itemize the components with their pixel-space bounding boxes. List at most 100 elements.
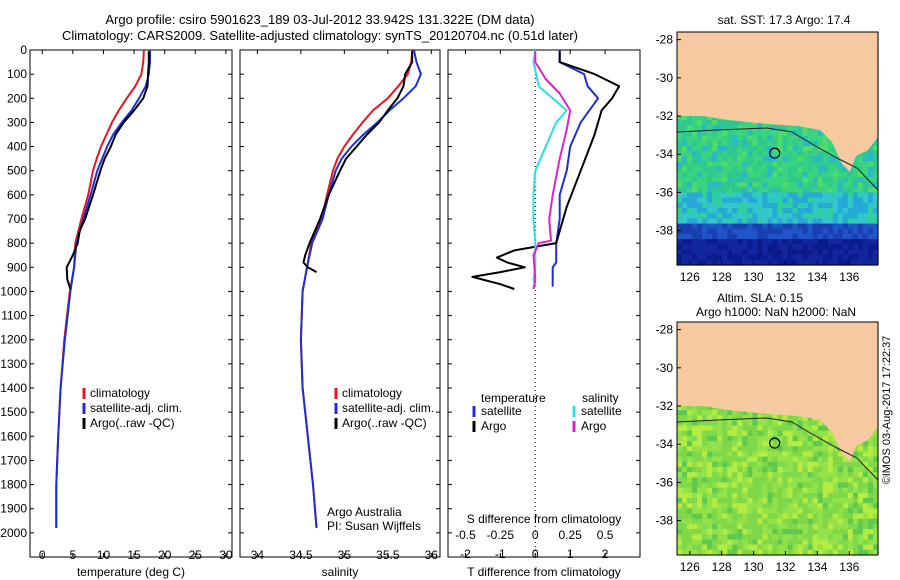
argo-position-marker bbox=[769, 147, 781, 159]
series-line-satellite bbox=[551, 50, 600, 287]
legend-label: satellite-adj. clim. bbox=[90, 401, 182, 415]
map-y-tick-label: -32 bbox=[656, 109, 674, 123]
map-x-tick-label: 130 bbox=[744, 270, 764, 284]
x-tick-label: 20 bbox=[158, 548, 172, 562]
x-tick-label: 35.5 bbox=[376, 548, 400, 562]
map-y-tick-label: -34 bbox=[656, 147, 674, 161]
map-title: Altim. SLA: 0.15 bbox=[717, 291, 803, 305]
map-y-tick-label: -32 bbox=[656, 399, 674, 413]
plot-frame-3 bbox=[447, 49, 641, 558]
map-x-tick-label: 132 bbox=[775, 270, 795, 284]
series-line-satellite bbox=[532, 49, 568, 287]
y-tick-label: 1200 bbox=[0, 333, 27, 347]
map-y-tick-label: -36 bbox=[656, 475, 674, 489]
x-tick-label: 25 bbox=[189, 548, 203, 562]
map-x-tick-label: 134 bbox=[807, 560, 827, 574]
plot-frame-2 bbox=[239, 49, 441, 558]
legend-label: Argo(..raw -QC) bbox=[342, 416, 427, 430]
map-x-tick-label: 128 bbox=[712, 270, 732, 284]
map-y-tick-label: -28 bbox=[656, 33, 674, 47]
map-subtitle: Argo h1000: NaN h2000: NaN bbox=[696, 305, 856, 319]
land-mass bbox=[677, 32, 878, 172]
x-tick-label: 34.5 bbox=[289, 548, 313, 562]
annotation-line: Argo Australia bbox=[327, 505, 402, 519]
x-axis-label: T difference from climatology bbox=[467, 565, 621, 579]
y-tick-label: 1700 bbox=[0, 453, 27, 467]
series-line-argo-raw-qc bbox=[65, 51, 150, 290]
y-tick-label: 1400 bbox=[0, 381, 27, 395]
x-tick-label-salinity: 0.25 bbox=[559, 528, 583, 542]
x-tick-label: 10 bbox=[97, 548, 111, 562]
y-tick-label: 1300 bbox=[0, 357, 27, 371]
x-tick-label: 1 bbox=[567, 547, 574, 561]
x-tick-label: -1 bbox=[495, 547, 506, 561]
legend-header: salinity bbox=[582, 391, 619, 405]
series-line-argo bbox=[532, 51, 572, 290]
legend-label: Argo(..raw -QC) bbox=[90, 416, 175, 430]
x-tick-label-salinity: -0.5 bbox=[455, 528, 476, 542]
x-tick-label: 5 bbox=[70, 548, 77, 562]
map-x-tick-label: 126 bbox=[680, 560, 700, 574]
land-mass bbox=[677, 322, 878, 462]
x-tick-label: -2 bbox=[460, 547, 471, 561]
x-tick-label: 35 bbox=[338, 548, 352, 562]
legend-label: climatology bbox=[90, 386, 150, 400]
x-tick-label: 30 bbox=[219, 548, 233, 562]
map-y-tick-label: -30 bbox=[656, 361, 674, 375]
salinity-axis-label: S difference from climatology bbox=[467, 512, 622, 526]
series-line-climatology bbox=[299, 49, 414, 529]
map-y-tick-label: -36 bbox=[656, 185, 674, 199]
legend-label: Argo bbox=[481, 419, 507, 433]
y-tick-label: 1100 bbox=[1, 309, 27, 323]
y-tick-label: 900 bbox=[7, 260, 27, 274]
legend-label: satellite bbox=[481, 404, 522, 418]
y-tick-label: 400 bbox=[7, 140, 27, 154]
map-x-tick-label: 136 bbox=[839, 560, 859, 574]
map-y-tick-label: -38 bbox=[656, 514, 674, 528]
x-tick-label: 34 bbox=[251, 548, 265, 562]
map-title: sat. SST: 17.3 Argo: 17.4 bbox=[718, 13, 851, 27]
copyright-label: ©IMOS 03-Aug-2017 17:22:37 bbox=[881, 336, 893, 485]
map-y-tick-label: -30 bbox=[656, 71, 674, 85]
x-tick-label-salinity: 0.5 bbox=[597, 528, 614, 542]
y-tick-label: 600 bbox=[7, 188, 27, 202]
legend-header: temperature bbox=[481, 391, 546, 405]
map-x-tick-label: 128 bbox=[712, 560, 732, 574]
map-y-tick-label: -28 bbox=[656, 323, 674, 337]
y-tick-label: 0 bbox=[20, 43, 27, 57]
y-tick-label: 1500 bbox=[0, 405, 27, 419]
legend-label: climatology bbox=[342, 386, 402, 400]
x-axis-label: salinity bbox=[322, 565, 359, 579]
map-y-tick-label: -34 bbox=[656, 437, 674, 451]
y-tick-label: 800 bbox=[7, 236, 27, 250]
series-line-satellite-adj-clim bbox=[299, 49, 422, 529]
chart-title-line1: Argo profile: csiro 5901623_189 03-Jul-2… bbox=[105, 12, 535, 27]
map-x-tick-label: 126 bbox=[680, 270, 700, 284]
y-tick-label: 1000 bbox=[0, 284, 27, 298]
map-x-tick-label: 130 bbox=[744, 560, 764, 574]
legend-label: satellite bbox=[581, 404, 622, 418]
map-x-tick-label: 134 bbox=[807, 270, 827, 284]
map-frame bbox=[676, 31, 879, 266]
y-tick-label: 1900 bbox=[0, 502, 27, 516]
legend-label: satellite-adj. clim. bbox=[342, 401, 434, 415]
y-tick-label: 2000 bbox=[0, 526, 27, 540]
x-tick-label: 2 bbox=[602, 547, 609, 561]
map-frame bbox=[676, 321, 879, 556]
x-tick-label-salinity: -0.25 bbox=[487, 528, 515, 542]
plot-frame-1 bbox=[29, 49, 233, 558]
annotation-line: PI: Susan Wijffels bbox=[327, 519, 421, 533]
y-tick-label: 300 bbox=[7, 115, 27, 129]
series-line-argo-raw-qc bbox=[302, 51, 414, 273]
y-tick-label: 1600 bbox=[0, 429, 27, 443]
x-tick-label: 36 bbox=[425, 548, 439, 562]
y-tick-label: 100 bbox=[7, 67, 27, 81]
map-x-tick-label: 132 bbox=[775, 560, 795, 574]
x-tick-label: 0 bbox=[39, 548, 46, 562]
map-y-tick-label: -38 bbox=[656, 224, 674, 238]
x-tick-label: 15 bbox=[127, 548, 141, 562]
y-tick-label: 500 bbox=[7, 164, 27, 178]
y-tick-label: 1800 bbox=[0, 478, 27, 492]
chart-title-line2: Climatology: CARS2009. Satellite-adjuste… bbox=[62, 28, 578, 43]
